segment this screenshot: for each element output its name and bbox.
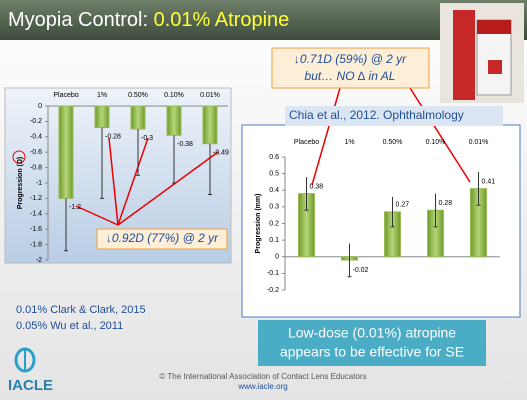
- footer: © The International Association of Conta…: [159, 372, 366, 381]
- bar: [130, 105, 146, 130]
- value-label: -0.02: [353, 267, 369, 274]
- note-left-box: [96, 228, 228, 250]
- note-right-box: [271, 47, 430, 89]
- value-label: -0.49: [213, 150, 229, 157]
- y-tick-label: -2: [36, 257, 42, 264]
- category-label: 0.50%: [383, 139, 403, 146]
- conclusion: appears to be effective for SE: [280, 344, 464, 360]
- category-label: 0.10%: [164, 92, 184, 99]
- category-label: 0.01%: [469, 139, 489, 146]
- y-tick-label: -0.2: [267, 287, 279, 294]
- note-right-2: but… NO ∆ in AL: [305, 69, 396, 83]
- category-label: 0.10%: [426, 139, 446, 146]
- value-label: 0.41: [482, 178, 496, 185]
- y-tick-label: 0.1: [269, 237, 279, 244]
- y-tick-label: 0.4: [269, 187, 279, 194]
- y-tick-label: -0.6: [30, 149, 42, 156]
- y-tick-label: -1.4: [30, 211, 42, 218]
- value-label: -0.3: [141, 135, 153, 142]
- y-tick-label: -1.2: [30, 195, 42, 202]
- note-right-1: ↓0.71D (59%) @ 2 yr: [294, 52, 407, 66]
- bar: [94, 105, 110, 129]
- citation-box: [285, 106, 503, 126]
- bar: [202, 105, 218, 145]
- category-label: Placebo: [294, 139, 319, 146]
- highlight-circle: [12, 150, 26, 164]
- reference: 0.05% Wu et al., 2011: [16, 320, 123, 332]
- title-text: Myopia Control:: [8, 9, 154, 31]
- conclusion: Low-dose (0.01%) atropine: [288, 325, 456, 341]
- value-label: -0.38: [177, 141, 193, 148]
- y-tick-label: -1: [36, 180, 42, 187]
- footer-url: www.iacle.org: [237, 382, 287, 391]
- product-photo: [440, 3, 524, 103]
- value-label: 0.28: [439, 200, 453, 207]
- y-tick-label: -1.8: [30, 241, 42, 248]
- arrows: [75, 87, 471, 226]
- y-tick-label: 0.3: [269, 204, 279, 211]
- logo: [14, 347, 36, 373]
- y-axis-label: Progression (mm): [255, 194, 262, 254]
- y-tick-label: -0.8: [30, 164, 42, 171]
- value-label: -0.28: [105, 133, 121, 140]
- title: Myopia Control: 0.01% Atropine: [8, 9, 289, 31]
- citation: Chia et al., 2012. Ophthalmology: [289, 108, 464, 122]
- y-tick-label: -0.2: [30, 118, 42, 125]
- value-label: 0.38: [310, 183, 324, 190]
- category-label: 1%: [344, 139, 354, 146]
- bar: [166, 105, 182, 136]
- value-label: 0.27: [396, 202, 410, 209]
- y-axis-label: Progression (D): [17, 157, 24, 210]
- y-tick-label: -1.6: [30, 226, 42, 233]
- y-tick-label: 0.2: [269, 220, 279, 227]
- title-highlight: 0.01% Atropine: [154, 9, 290, 31]
- note-left: ↓0.92D (77%) @ 2 yr: [106, 231, 219, 245]
- category-label: 0.01%: [200, 92, 220, 99]
- y-tick-label: -0.4: [30, 134, 42, 141]
- y-tick-label: 0.5: [269, 170, 279, 177]
- conclusion-box: [258, 320, 486, 366]
- y-tick-label: 0: [38, 103, 42, 110]
- y-tick-label: 0.6: [269, 154, 279, 161]
- category-label: 0.50%: [128, 92, 148, 99]
- category-label: Placebo: [53, 92, 78, 99]
- y-tick-label: 0: [275, 254, 279, 261]
- y-tick-label: -0.1: [267, 270, 279, 277]
- category-label: 1%: [97, 92, 107, 99]
- title-bar: [0, 0, 527, 40]
- logo-text: IACLE: [8, 377, 53, 394]
- value-label: -1.2: [69, 204, 81, 211]
- bar: [58, 105, 74, 199]
- reference: 0.01% Clark & Clark, 2015: [16, 304, 146, 316]
